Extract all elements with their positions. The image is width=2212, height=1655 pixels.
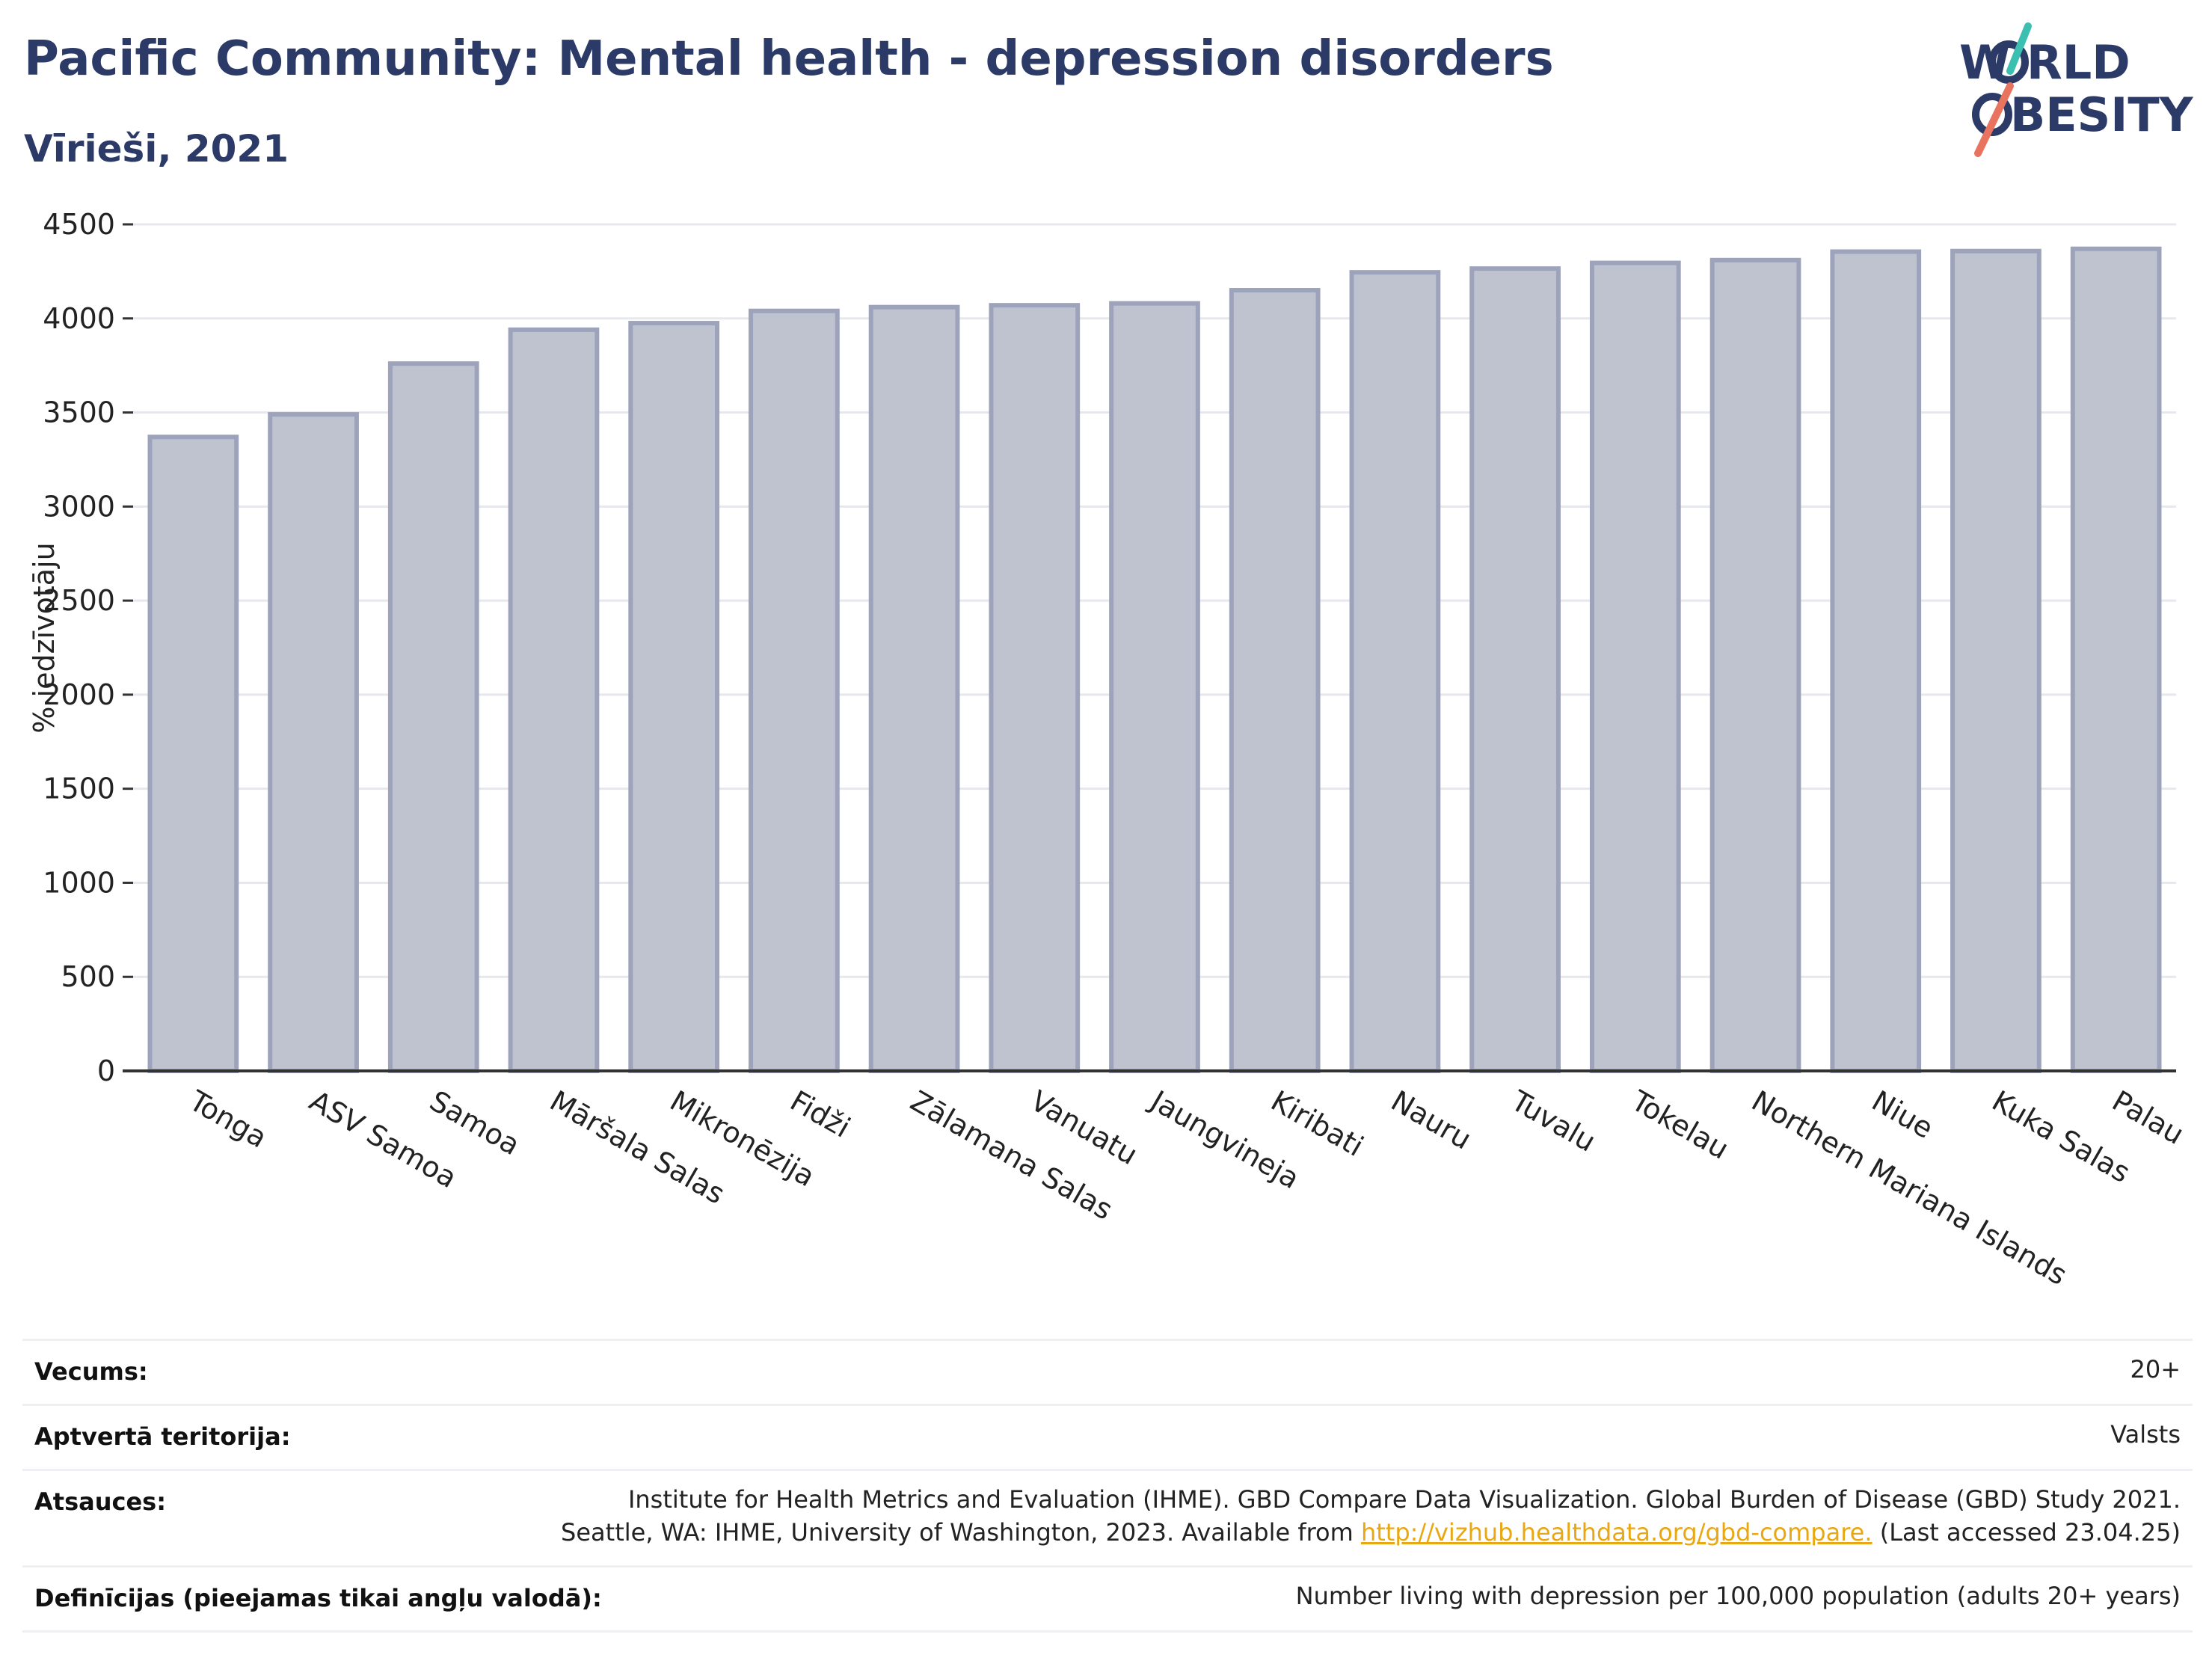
- bar: [147, 435, 239, 1073]
- bar: [508, 327, 600, 1074]
- metadata-label: Vecums:: [34, 1357, 148, 1386]
- metadata-value: Valsts: [2110, 1420, 2181, 1449]
- bar-chart: 0 500 1000 1500 2000 2500 3000 3500 4000 4500 Tong…: [28, 208, 2190, 1292]
- bar: [868, 304, 960, 1073]
- x-tick-label: Tuvalu: [1505, 1084, 1601, 1158]
- metadata-table: Vecums: 20+ Aptvertā teritorija: Valsts Atsa…: [22, 1339, 2193, 1633]
- bar: [1709, 257, 1801, 1074]
- logo-o-ring-2: [1972, 93, 2012, 136]
- metadata-label: Aptvertā teritorija:: [34, 1422, 291, 1451]
- logo-text-world: W RLD: [1959, 35, 2130, 90]
- bar: [1349, 270, 1441, 1074]
- bar: [2070, 246, 2162, 1073]
- x-tick-label: Fidži: [784, 1084, 855, 1144]
- y-tick-label: 1000: [43, 866, 115, 899]
- metadata-label: Definīcijas (pieejamas tikai angļu valod…: [34, 1584, 602, 1612]
- metadata-value: Number living with depression per 100,00…: [1295, 1582, 2181, 1610]
- x-tick-label: Samoa: [424, 1084, 525, 1162]
- bar: [1229, 288, 1321, 1073]
- bar: [1469, 266, 1561, 1073]
- metadata-row: Vecums: 20+: [22, 1339, 2193, 1404]
- bars: [147, 246, 2162, 1074]
- y-tick-label: 1500: [43, 773, 115, 805]
- bar: [1109, 301, 1200, 1073]
- bar: [387, 361, 479, 1073]
- bar: [268, 412, 359, 1073]
- logo-o-ring: [1988, 40, 2029, 84]
- bar: [989, 303, 1081, 1073]
- bar: [1950, 248, 2042, 1073]
- x-tick-label: Niue: [1867, 1084, 1939, 1145]
- chart-subtitle: Vīrieši, 2021: [24, 127, 289, 171]
- bar: [1830, 249, 1922, 1073]
- bar: [628, 321, 720, 1074]
- metadata-value: Institute for Health Metrics and Evaluat…: [561, 1485, 2181, 1547]
- y-tick-label: 2000: [43, 678, 115, 711]
- metadata-value: 20+: [2130, 1355, 2181, 1384]
- logo-text-obesity: BESITY: [2010, 87, 2194, 142]
- y-tick-label: 3000: [43, 490, 115, 523]
- x-tick-label: Palau: [2107, 1084, 2190, 1151]
- world-obesity-logo: W RLD BESITY: [1959, 22, 2194, 157]
- logo-slash-coral: [1974, 82, 2014, 157]
- y-tick-label: 500: [61, 960, 115, 993]
- chart-title: Pacific Community: Mental health - depre…: [24, 31, 1554, 87]
- metadata-label: Atsauces:: [34, 1487, 166, 1516]
- x-tick-label: Kiribati: [1265, 1084, 1369, 1163]
- y-axis-label: % iedzīvotāju: [28, 542, 61, 733]
- x-tick-label: Tokelau: [1625, 1084, 1734, 1166]
- y-tick-label: 4000: [43, 302, 115, 335]
- metadata-row: Atsauces: Institute for Health Metrics an…: [22, 1469, 2193, 1565]
- bar: [1589, 260, 1681, 1074]
- x-tick-label: Tonga: [183, 1084, 272, 1154]
- source-link[interactable]: http://vizhub.healthdata.org/gbd-compare…: [1360, 1518, 1872, 1547]
- logo-slash-teal: [2006, 22, 2032, 75]
- y-tick-label: 3500: [43, 396, 115, 429]
- y-tick-label: 4500: [43, 208, 115, 241]
- metadata-row: Definīcijas (pieejamas tikai angļu valod…: [22, 1565, 2193, 1633]
- x-tick-label: Nauru: [1386, 1084, 1477, 1156]
- x-tick-label: Zālamana Salas: [905, 1084, 1118, 1226]
- y-tick-label: 2500: [43, 584, 115, 617]
- bar: [749, 308, 840, 1073]
- y-tick-label: 0: [97, 1054, 115, 1087]
- metadata-row: Aptvertā teritorija: Valsts: [22, 1404, 2193, 1469]
